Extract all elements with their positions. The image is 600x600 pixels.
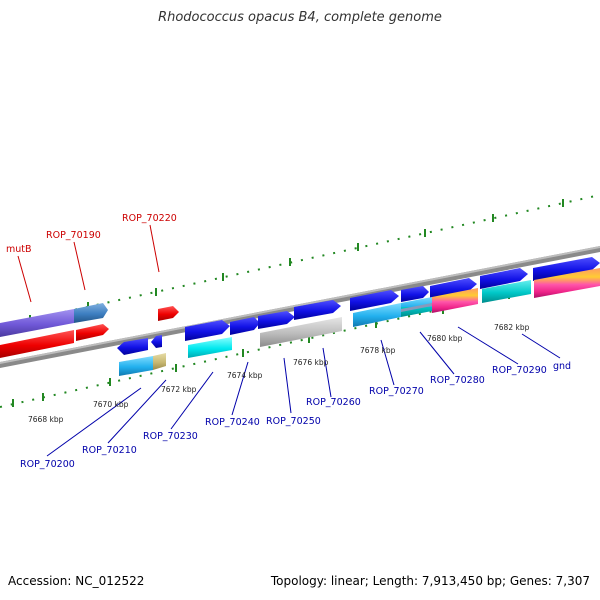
scale-label: 7674 kbp	[227, 371, 263, 380]
accession-text: Accession: NC_012522	[8, 574, 145, 588]
genome-title: Rhodococcus opacus B4, complete genome	[158, 10, 442, 25]
scale-label: 7670 kbp	[93, 400, 129, 409]
gene-label-rop70290[interactable]: ROP_70290	[492, 365, 547, 376]
gene-label-rop70280[interactable]: ROP_70280	[430, 375, 485, 386]
genome-stats-text: Topology: linear; Length: 7,913,450 bp; …	[270, 574, 590, 588]
scale-label: 7668 kbp	[28, 415, 64, 424]
reverse-strand-genes	[0, 268, 600, 376]
leader-lines-lower	[46, 326, 561, 457]
forward-strand-genes	[0, 257, 600, 341]
scale-label: 7682 kbp	[494, 323, 530, 332]
gene-labels-lower: ROP_70200 ROP_70210 ROP_70230 ROP_70240 …	[20, 361, 571, 470]
gene-label-rop70230[interactable]: ROP_70230	[143, 431, 198, 442]
gene-label-gnd[interactable]: gnd	[553, 361, 571, 372]
gene-rop70190-bar	[74, 303, 108, 323]
gene-label-rop70190[interactable]: ROP_70190	[46, 230, 101, 241]
gene-red-reverse-long	[0, 330, 74, 358]
scale-label: 7672 kbp	[161, 385, 197, 394]
gene-label-rop70200[interactable]: ROP_70200	[20, 459, 75, 470]
scale-ticks-upper	[29, 199, 564, 323]
gene-label-rop70240[interactable]: ROP_70240	[205, 417, 260, 428]
scale-label: 7678 kbp	[360, 346, 396, 355]
gene-label-rop70210[interactable]: ROP_70210	[82, 445, 137, 456]
scale-labels: 7668 kbp 7670 kbp 7672 kbp 7674 kbp 7676…	[28, 323, 530, 424]
gene-label-rop70260[interactable]: ROP_70260	[306, 397, 361, 408]
gene-label-mutB[interactable]: mutB	[6, 244, 32, 255]
leader-lines-upper	[17, 224, 160, 303]
scale-label: 7680 kbp	[427, 334, 463, 343]
gene-label-rop70250[interactable]: ROP_70250	[266, 416, 321, 427]
gene-labels-upper: mutB ROP_70190 ROP_70220	[6, 213, 177, 255]
gene-mutB-bar	[0, 309, 74, 337]
gene-label-rop70220[interactable]: ROP_70220	[122, 213, 177, 224]
gene-label-rop70270[interactable]: ROP_70270	[369, 386, 424, 397]
scale-label: 7676 kbp	[293, 358, 329, 367]
gene-rop70220-arrow	[158, 306, 179, 321]
